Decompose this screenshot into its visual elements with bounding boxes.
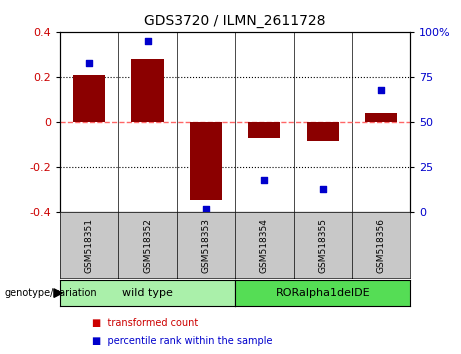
Point <box>202 206 210 212</box>
Bar <box>307 122 339 141</box>
Point <box>85 60 93 65</box>
Bar <box>73 75 105 122</box>
Text: wild type: wild type <box>122 288 173 298</box>
Text: ■  transformed count: ■ transformed count <box>92 318 198 328</box>
Text: genotype/variation: genotype/variation <box>5 288 97 298</box>
Text: GSM518354: GSM518354 <box>260 218 269 273</box>
Bar <box>131 59 164 122</box>
Bar <box>248 122 280 138</box>
Bar <box>190 122 222 200</box>
Text: RORalpha1delDE: RORalpha1delDE <box>275 288 370 298</box>
Text: ■  percentile rank within the sample: ■ percentile rank within the sample <box>92 336 273 346</box>
Text: GSM518351: GSM518351 <box>85 218 94 273</box>
Point <box>144 38 151 44</box>
Point <box>319 186 326 192</box>
Bar <box>365 113 397 122</box>
Text: GSM518356: GSM518356 <box>377 218 385 273</box>
Polygon shape <box>54 289 62 297</box>
Text: GSM518352: GSM518352 <box>143 218 152 273</box>
Point <box>378 87 385 92</box>
Point <box>260 177 268 183</box>
Text: GSM518353: GSM518353 <box>201 218 210 273</box>
Text: GSM518355: GSM518355 <box>318 218 327 273</box>
Title: GDS3720 / ILMN_2611728: GDS3720 / ILMN_2611728 <box>144 14 326 28</box>
